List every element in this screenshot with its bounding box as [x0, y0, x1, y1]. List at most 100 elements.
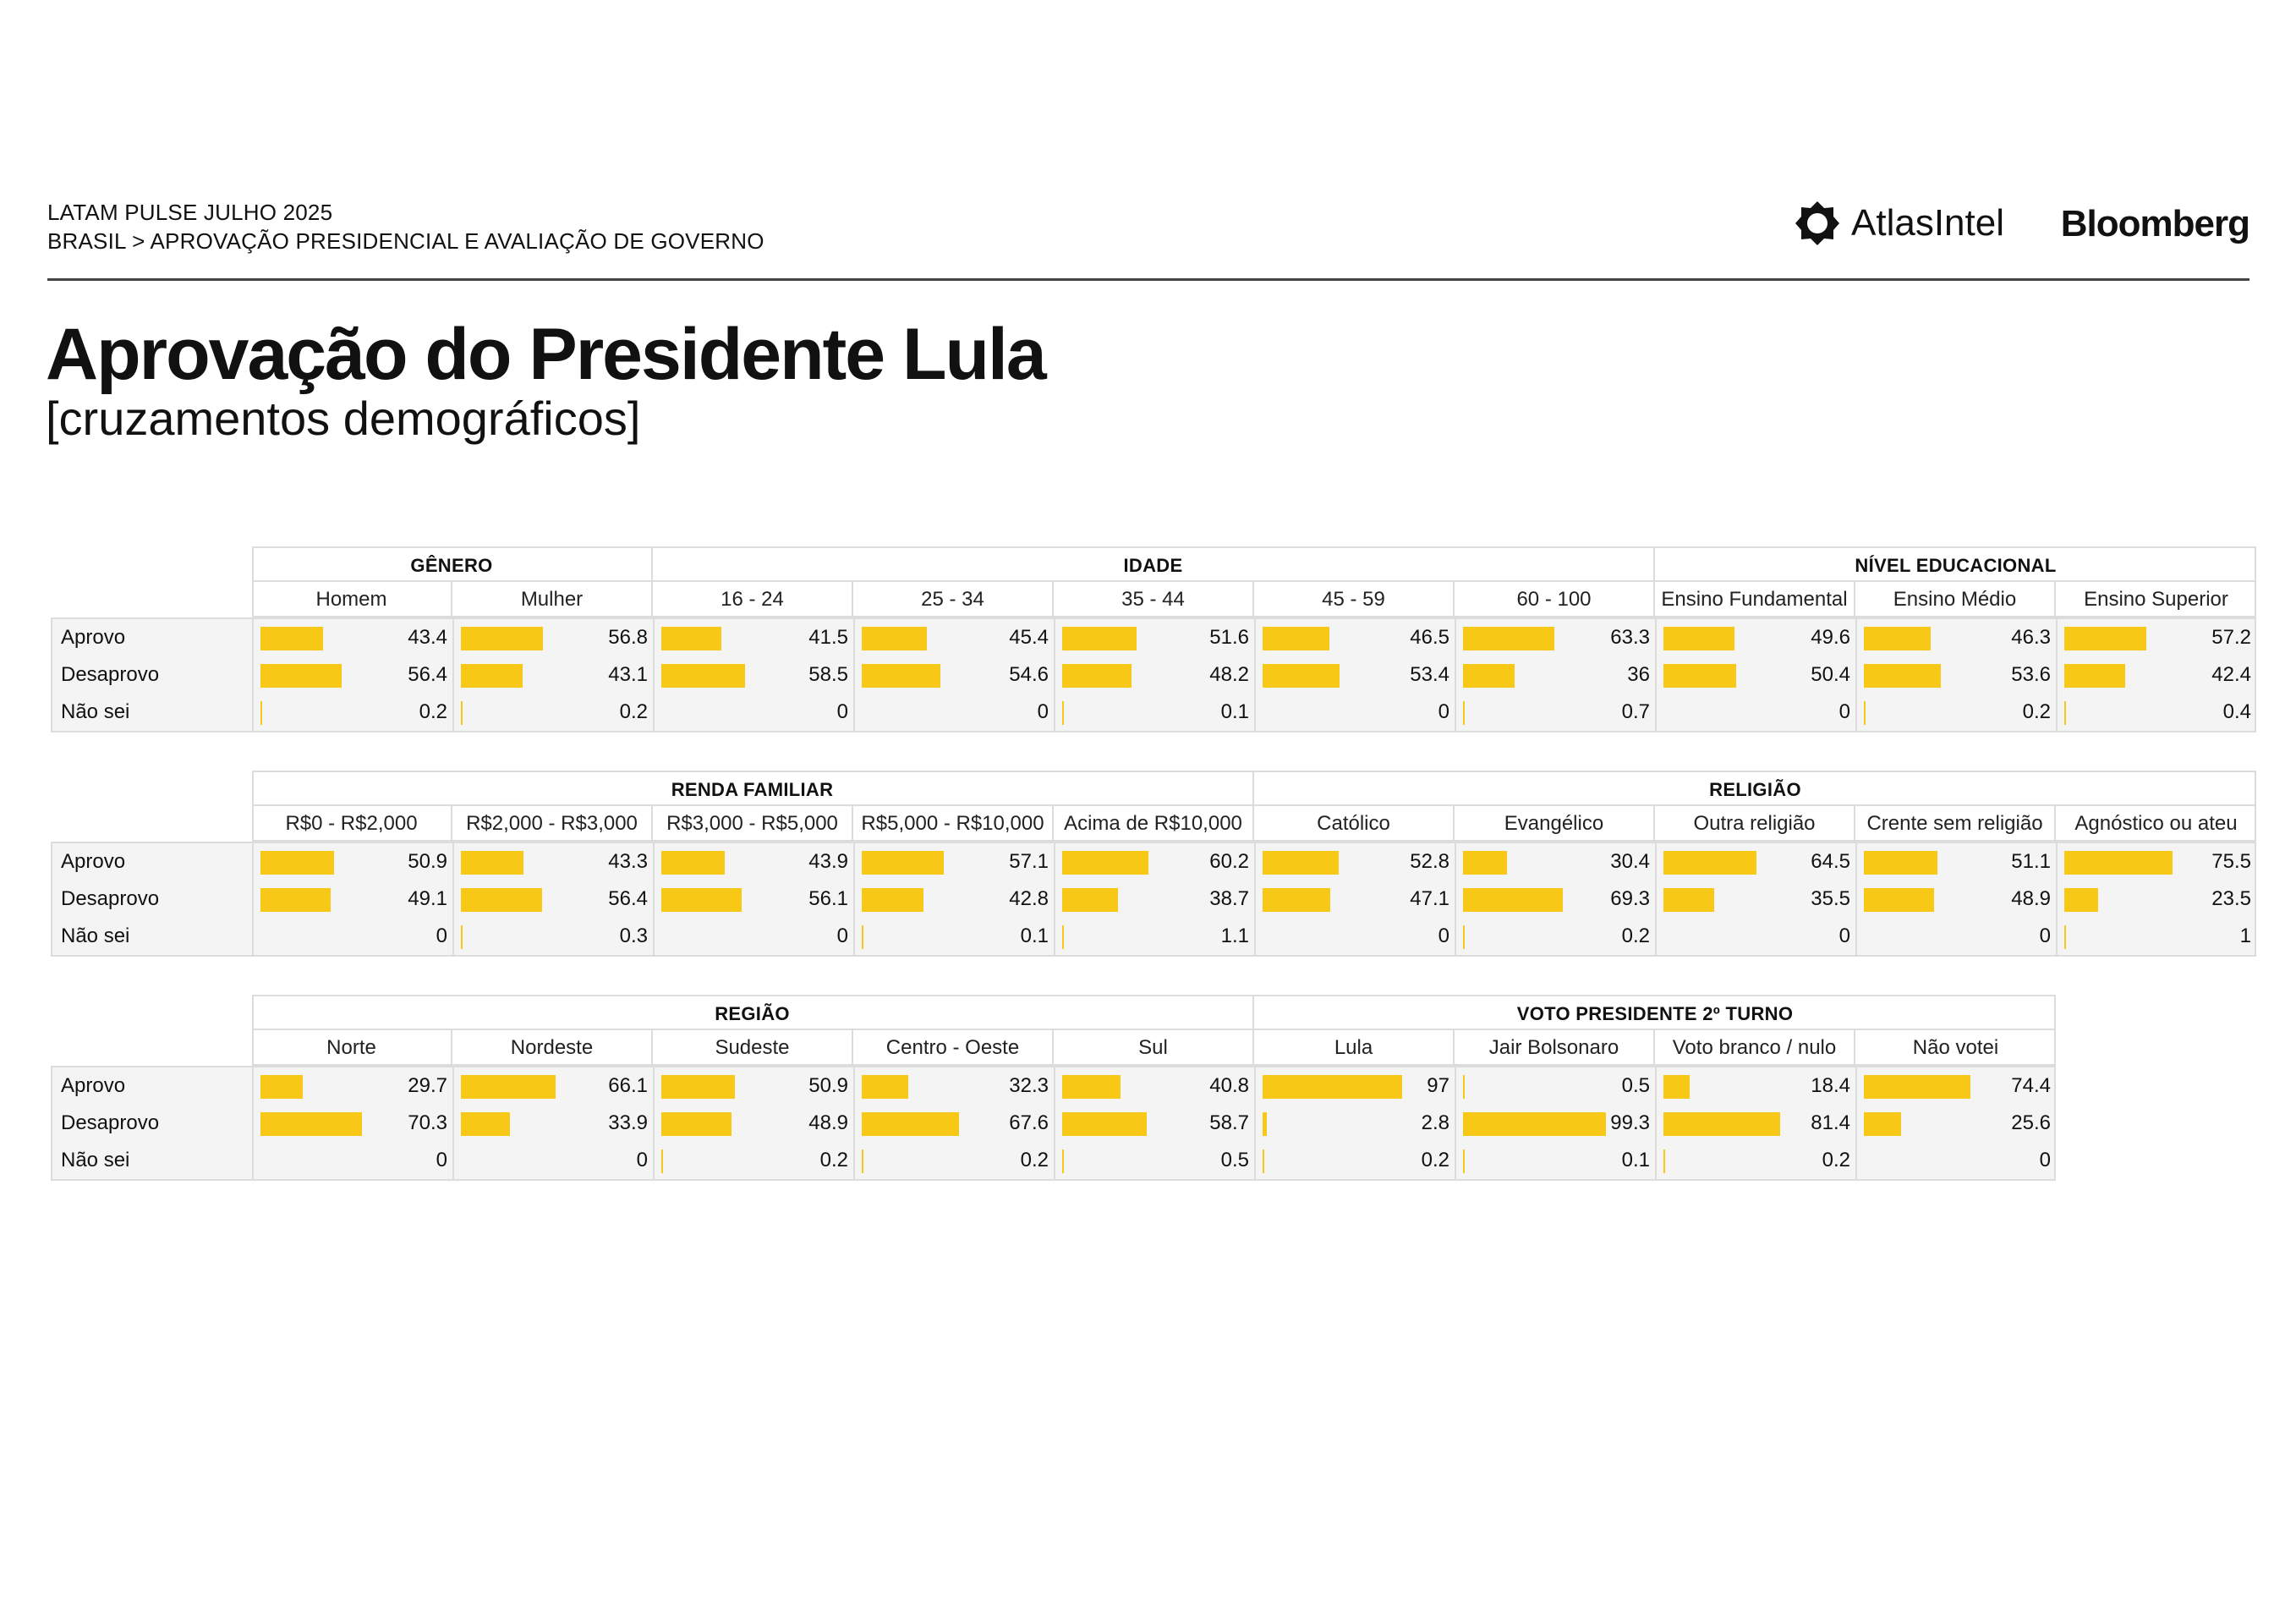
bar-desaprovo-lula — [1263, 1112, 1267, 1136]
value-label: 70.3 — [408, 1111, 447, 1134]
crosstab-body: Aprovo Desaprovo Não sei 43.4 56.4 0.2 56.8 43.… — [51, 617, 2256, 732]
data-cell: 0.2 — [855, 1142, 1054, 1179]
row-label-aprovo: Aprovo — [61, 626, 126, 649]
value-label: 2.8 — [1421, 1111, 1449, 1134]
category-header-mulher: Mulher — [452, 582, 653, 617]
bar-aprovo-r-3-000-r-5-000 — [661, 851, 725, 875]
row-label-desaprovo: Desaprovo — [61, 663, 160, 686]
bar-desaprovo-centro-oeste — [862, 1112, 959, 1136]
column-separator — [1054, 1067, 1055, 1179]
data-cell: 75.5 — [2058, 843, 2256, 881]
value-label: 56.1 — [808, 887, 848, 910]
value-label: 0 — [1438, 700, 1449, 723]
data-cell: 2.8 — [1256, 1105, 1455, 1142]
value-label: 99.3 — [1610, 1111, 1650, 1134]
value-label: 46.5 — [1410, 626, 1449, 649]
bar-aprovo-45-59 — [1263, 627, 1330, 650]
category-header-norte: Norte — [252, 1030, 452, 1066]
bar-aprovo-60-100 — [1463, 627, 1554, 650]
data-cell: 23.5 — [2058, 881, 2256, 918]
bar-desaprovo-r-0-r-2-000 — [260, 888, 332, 912]
bar-aprovo-jair-bolsonaro — [1463, 1075, 1465, 1099]
column-separator — [653, 1067, 655, 1179]
value-label: 60.2 — [1209, 850, 1249, 873]
bar-desaprovo-r-5-000-r-10-000 — [862, 888, 923, 912]
atlasintel-logo: AtlasIntel — [1794, 200, 2004, 247]
data-cell: 51.1 — [1857, 843, 2056, 881]
data-cell: 0.2 — [254, 694, 452, 731]
row-label-nao-sei: Não sei — [61, 700, 130, 723]
value-label: 69.3 — [1610, 887, 1650, 910]
value-label: 38.7 — [1209, 887, 1249, 910]
value-label: 0 — [1438, 924, 1449, 947]
value-label: 30.4 — [1610, 850, 1650, 873]
data-cell: 0 — [1256, 694, 1455, 731]
value-label: 50.9 — [808, 1074, 848, 1097]
header-divider — [47, 278, 2249, 281]
column-separator — [252, 619, 254, 731]
value-label: 0 — [1838, 924, 1850, 947]
data-cell: 0.2 — [454, 694, 653, 731]
value-label: 1 — [2239, 924, 2251, 947]
bloomberg-logo: Bloomberg — [2060, 203, 2250, 244]
row-label-aprovo: Aprovo — [61, 1074, 126, 1097]
data-cell: 43.1 — [454, 656, 653, 694]
value-label: 33.9 — [608, 1111, 648, 1134]
bar-desaprovo-r-3-000-r-5-000 — [661, 888, 743, 912]
bar-desaprovo-mulher — [461, 664, 523, 688]
data-cell: 0 — [1657, 918, 1855, 955]
report-breadcrumb: BRASIL > APROVAÇÃO PRESIDENCIAL E AVALIA… — [47, 228, 764, 254]
bar-aprovo-lula — [1263, 1075, 1402, 1099]
bar-nao-sei-acima-de-r-10-000 — [1062, 925, 1064, 949]
category-header-homem: Homem — [252, 582, 452, 617]
row-label-nao-sei: Não sei — [61, 924, 130, 947]
data-cell: 0 — [1857, 918, 2056, 955]
value-label: 47.1 — [1410, 887, 1449, 910]
column-separator — [1655, 1067, 1657, 1179]
data-cell: 0.2 — [1657, 1142, 1855, 1179]
category-header-16-24: 16 - 24 — [653, 582, 853, 617]
bar-nao-sei-sudeste — [661, 1149, 663, 1173]
data-cell: 43.4 — [254, 619, 452, 656]
bar-aprovo-crente-sem-religiao — [1864, 851, 1937, 875]
crosstab-body: Aprovo Desaprovo Não sei 29.7 70.3 0 66.1 33.9 0… — [51, 1066, 2056, 1181]
value-label: 0 — [436, 924, 447, 947]
category-header-nao-votei: Não votei — [1912, 1036, 1999, 1059]
data-cell: 25.6 — [1857, 1105, 2056, 1142]
group-header-religiao: RELIGIÃO — [1709, 779, 1801, 800]
category-header-jair-bolsonaro: Jair Bolsonaro — [1455, 1030, 1655, 1066]
column-separator — [1855, 1067, 1857, 1179]
data-cell: 56.8 — [454, 619, 653, 656]
value-label: 74.4 — [2011, 1074, 2051, 1097]
row-label-aprovo: Aprovo — [61, 850, 126, 873]
value-label: 0.2 — [819, 1149, 848, 1171]
category-header-centro-oeste: Centro - Oeste — [853, 1030, 1054, 1066]
data-cell: 63.3 — [1456, 619, 1655, 656]
column-separator — [1655, 843, 1657, 955]
bar-desaprovo-outra-religiao — [1663, 888, 1715, 912]
data-cell: 50.4 — [1657, 656, 1855, 694]
data-cell: 51.6 — [1055, 619, 1254, 656]
data-cell: 69.3 — [1456, 881, 1655, 918]
bar-nao-sei-mulher — [461, 701, 463, 725]
data-cell: 58.7 — [1055, 1105, 1254, 1142]
category-header-voto-branco-nulo: Voto branco / nulo — [1655, 1030, 1855, 1066]
value-label: 35.5 — [1811, 887, 1850, 910]
data-cell: 0 — [855, 694, 1054, 731]
bar-nao-sei-60-100 — [1463, 701, 1465, 725]
bar-nao-sei-voto-branco-nulo — [1663, 1149, 1665, 1173]
bar-aprovo-agnostico-ou-ateu — [2064, 851, 2173, 875]
bar-aprovo-ensino-superior — [2064, 627, 2147, 650]
value-label: 52.8 — [1410, 850, 1449, 873]
value-label: 0 — [1037, 700, 1049, 723]
column-separator — [252, 1067, 254, 1179]
data-cell: 42.8 — [855, 881, 1054, 918]
data-cell: 97 — [1256, 1067, 1455, 1105]
value-label: 43.9 — [808, 850, 848, 873]
bar-nao-sei-ensino-medio — [1864, 701, 1866, 725]
group-header-renda-familiar: RENDA FAMILIAR — [252, 772, 1254, 808]
category-header-ensino-medio: Ensino Médio — [1855, 582, 2056, 617]
group-header-regiao: REGIÃO — [252, 996, 1254, 1032]
value-label: 41.5 — [808, 626, 848, 649]
value-label: 0 — [2039, 1149, 2051, 1171]
